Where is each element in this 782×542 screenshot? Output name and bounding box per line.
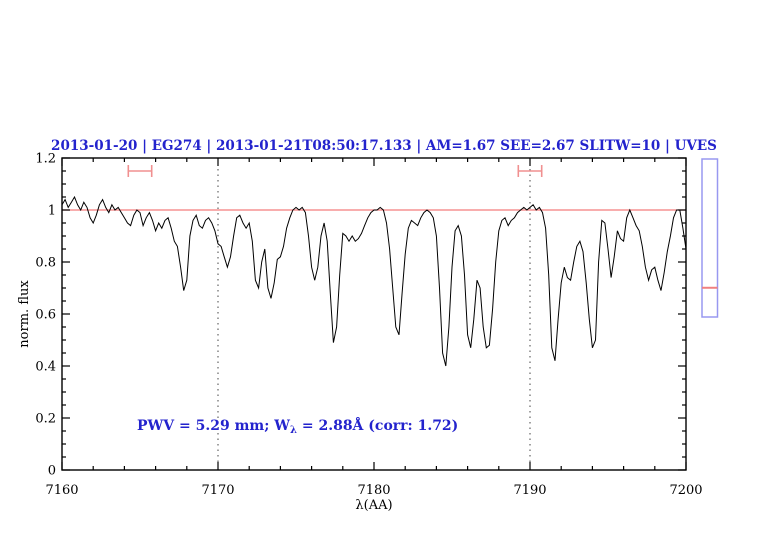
plot-title: 2013-01-20 | EG274 | 2013-01-21T08:50:17…	[51, 138, 717, 154]
y-axis-label: norm. flux	[17, 280, 32, 348]
pwv-annotation: PWV = 5.29 mm; Wλ = 2.88Å (corr: 1.72)	[137, 416, 458, 436]
y-tick-label: 0.4	[35, 360, 56, 375]
lambda-subscript: λ	[290, 425, 297, 436]
x-tick-label: 7160	[45, 483, 78, 498]
y-tick-label: 0.6	[35, 308, 56, 323]
pwv-annotation-suffix: = 2.88Å (corr: 1.72)	[297, 416, 458, 434]
x-tick-label: 7200	[669, 483, 702, 498]
side-indicator-box	[701, 158, 719, 318]
y-tick-label: 1	[48, 204, 56, 219]
y-tick-label: 1.2	[35, 152, 56, 167]
y-tick-label: 0.8	[35, 256, 56, 271]
y-tick-label: 0	[48, 464, 56, 479]
y-tick-label: 0.2	[35, 412, 56, 427]
spectrum-line	[61, 195, 687, 367]
x-tick-label: 7190	[513, 483, 546, 498]
x-tick-label: 7170	[201, 483, 234, 498]
plot-layer: 7160 7170 7180 7190 7200 0 0.2 0.4 0.6 0.8 1 1.2	[35, 152, 719, 498]
x-axis-label: λ(AA)	[355, 498, 392, 513]
pwv-annotation-prefix: PWV = 5.29 mm; W	[137, 418, 290, 434]
x-tick-label: 7180	[357, 483, 390, 498]
